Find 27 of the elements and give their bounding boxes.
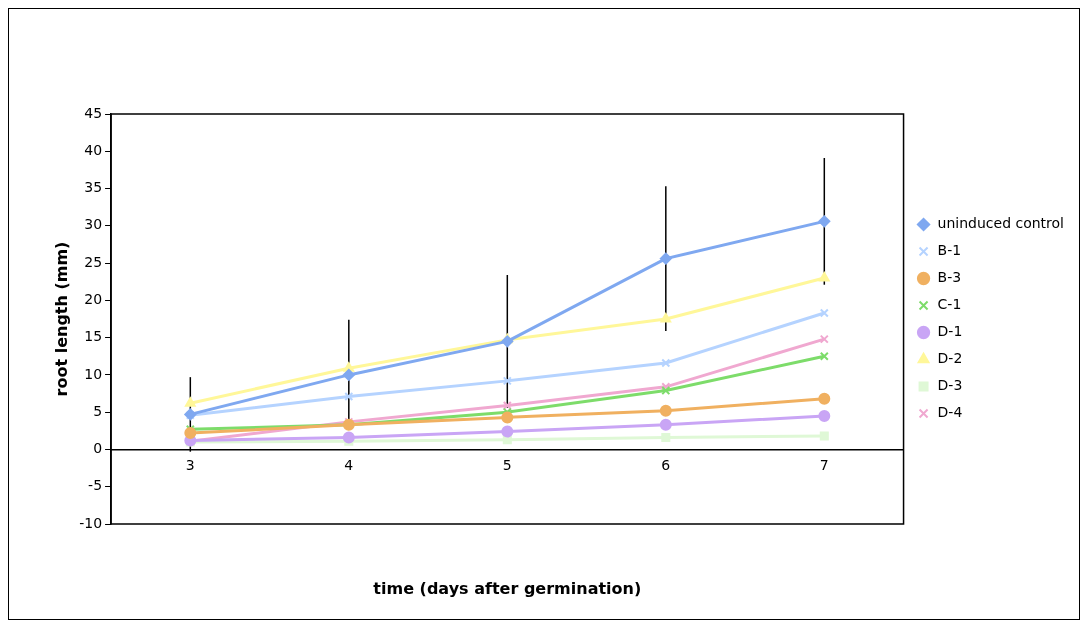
legend-label: D-1 — [937, 323, 963, 340]
y-tick-label: 40 — [84, 141, 103, 158]
legend-label: D-3 — [937, 377, 963, 394]
legend-label: uninduced control — [937, 215, 1065, 232]
x-tick-label: 5 — [502, 457, 512, 474]
x-axis-title: time (days after germination) — [373, 579, 642, 598]
y-tick-label: 10 — [84, 365, 103, 382]
y-tick-label: 0 — [93, 440, 103, 457]
x-tick-label: 3 — [185, 457, 195, 474]
y-tick-label: 35 — [84, 179, 103, 196]
legend-label: B-1 — [937, 242, 962, 259]
y-tick-label: 25 — [84, 253, 103, 270]
y-tick-label: -10 — [79, 514, 103, 531]
legend-label: B-3 — [937, 269, 962, 286]
x-tick-label: 4 — [344, 457, 354, 474]
y-tick-label: 45 — [84, 104, 103, 121]
y-tick-label: 30 — [84, 216, 103, 233]
legend-label: C-1 — [937, 296, 962, 313]
y-tick-label: 15 — [84, 328, 103, 345]
y-tick-label: 5 — [93, 402, 103, 419]
legend-label: D-4 — [937, 404, 963, 421]
y-tick-label: 20 — [84, 291, 103, 307]
x-tick-label: 6 — [661, 457, 671, 474]
legend-label: D-2 — [937, 350, 963, 367]
y-tick-label: -5 — [88, 477, 103, 494]
x-tick-label: 7 — [819, 457, 829, 474]
y-axis-title: root length (mm) — [51, 241, 71, 397]
